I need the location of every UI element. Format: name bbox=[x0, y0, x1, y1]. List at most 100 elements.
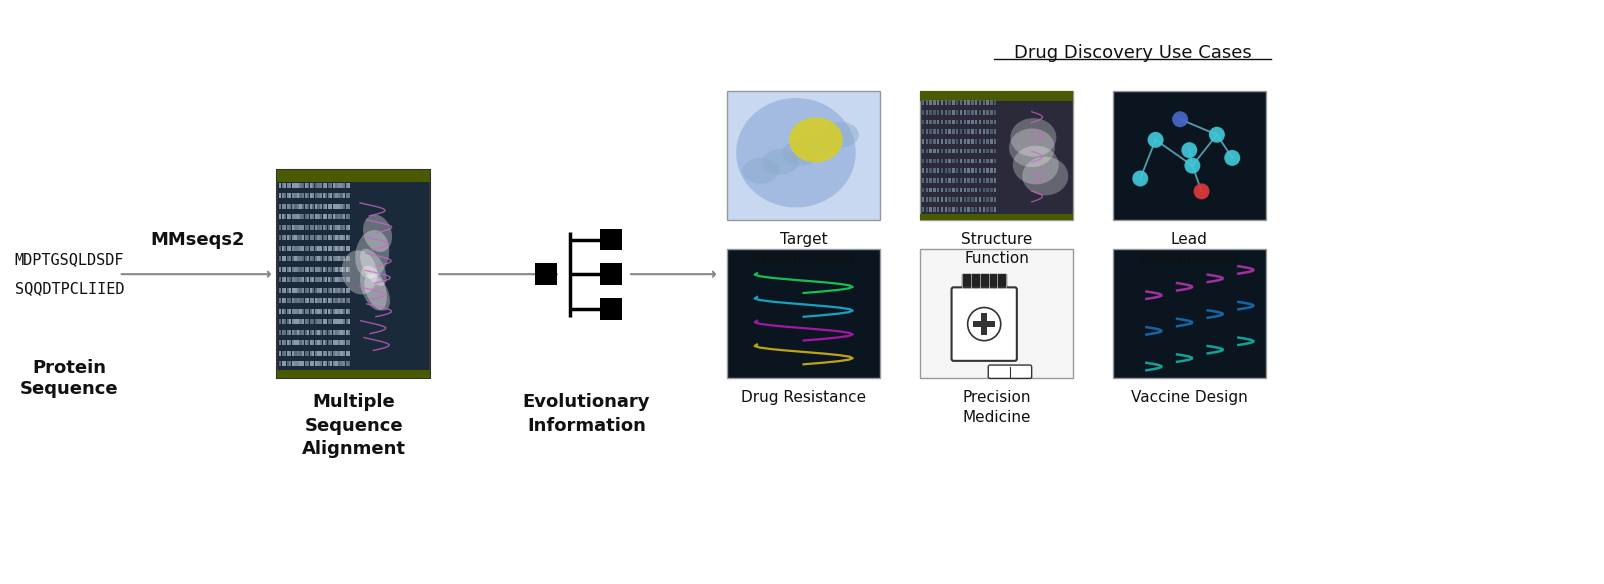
Bar bbox=[338, 183, 340, 188]
Bar bbox=[335, 235, 337, 241]
Bar bbox=[297, 340, 298, 345]
Bar bbox=[964, 168, 966, 173]
Ellipse shape bbox=[783, 140, 820, 166]
Bar bbox=[948, 197, 951, 202]
Bar bbox=[340, 288, 343, 293]
Bar bbox=[319, 309, 322, 314]
Bar bbox=[922, 207, 924, 212]
Ellipse shape bbox=[743, 158, 780, 183]
Bar bbox=[295, 183, 297, 188]
Bar bbox=[975, 188, 977, 192]
Bar bbox=[948, 100, 951, 105]
Bar bbox=[306, 309, 310, 314]
Bar bbox=[340, 267, 343, 272]
Bar bbox=[300, 288, 302, 293]
Bar bbox=[332, 277, 335, 283]
Bar bbox=[962, 274, 1006, 289]
Bar bbox=[313, 256, 314, 262]
Bar bbox=[318, 256, 319, 262]
Bar bbox=[284, 183, 286, 188]
Bar bbox=[295, 361, 297, 366]
Bar bbox=[967, 168, 970, 173]
Bar bbox=[332, 246, 335, 251]
Bar bbox=[343, 193, 345, 199]
Bar bbox=[986, 168, 988, 173]
Bar bbox=[956, 168, 958, 173]
Bar bbox=[934, 207, 935, 212]
Bar bbox=[959, 197, 962, 202]
Bar bbox=[326, 235, 327, 241]
Bar bbox=[322, 214, 324, 220]
Bar bbox=[330, 277, 332, 283]
FancyBboxPatch shape bbox=[951, 287, 1017, 361]
Bar bbox=[326, 267, 327, 272]
Bar bbox=[305, 183, 306, 188]
Bar bbox=[335, 350, 337, 356]
Bar bbox=[919, 249, 1073, 378]
Bar bbox=[319, 235, 322, 241]
Bar bbox=[297, 246, 298, 251]
Bar bbox=[727, 91, 881, 220]
Bar bbox=[343, 298, 345, 303]
Bar bbox=[289, 361, 292, 366]
Bar bbox=[302, 277, 305, 283]
Bar bbox=[967, 130, 970, 134]
Bar bbox=[345, 350, 348, 356]
Bar bbox=[279, 183, 281, 188]
Bar bbox=[982, 313, 988, 335]
Bar bbox=[953, 168, 954, 173]
Bar bbox=[297, 235, 298, 241]
Bar bbox=[335, 193, 337, 199]
Bar bbox=[292, 225, 294, 230]
Bar bbox=[297, 298, 298, 303]
Bar bbox=[338, 246, 340, 251]
Bar bbox=[330, 204, 332, 209]
FancyBboxPatch shape bbox=[988, 365, 1031, 378]
Bar bbox=[314, 225, 318, 230]
Bar bbox=[302, 288, 305, 293]
Bar bbox=[314, 183, 318, 188]
Bar bbox=[345, 183, 348, 188]
Bar bbox=[287, 267, 289, 272]
Bar bbox=[314, 214, 318, 220]
Bar bbox=[338, 225, 340, 230]
Bar bbox=[953, 149, 954, 154]
Bar bbox=[956, 100, 958, 105]
Bar bbox=[313, 267, 314, 272]
Circle shape bbox=[1184, 158, 1200, 173]
Bar bbox=[978, 197, 982, 202]
Bar bbox=[967, 197, 970, 202]
Bar bbox=[948, 178, 951, 183]
Bar bbox=[959, 100, 962, 105]
Bar bbox=[314, 350, 318, 356]
Bar bbox=[986, 197, 988, 202]
Bar bbox=[284, 361, 286, 366]
Bar bbox=[348, 361, 350, 366]
Bar bbox=[300, 193, 302, 199]
Bar bbox=[319, 330, 322, 335]
Bar bbox=[322, 204, 324, 209]
Bar bbox=[297, 193, 298, 199]
Ellipse shape bbox=[354, 230, 390, 278]
Bar bbox=[348, 225, 350, 230]
Bar bbox=[967, 139, 970, 144]
Bar bbox=[282, 214, 284, 220]
Bar bbox=[282, 298, 284, 303]
Bar bbox=[305, 361, 306, 366]
Bar bbox=[348, 256, 350, 262]
Bar bbox=[340, 183, 343, 188]
Bar bbox=[945, 207, 946, 212]
Bar bbox=[332, 183, 335, 188]
Bar bbox=[326, 350, 327, 356]
Bar bbox=[967, 207, 970, 212]
Bar bbox=[926, 188, 929, 192]
Bar bbox=[305, 309, 306, 314]
Bar bbox=[302, 183, 305, 188]
Bar bbox=[279, 288, 281, 293]
Bar bbox=[338, 214, 340, 220]
Bar bbox=[322, 267, 324, 272]
Bar bbox=[330, 330, 332, 335]
Bar bbox=[318, 214, 319, 220]
Bar bbox=[305, 193, 306, 199]
Bar bbox=[994, 110, 996, 114]
